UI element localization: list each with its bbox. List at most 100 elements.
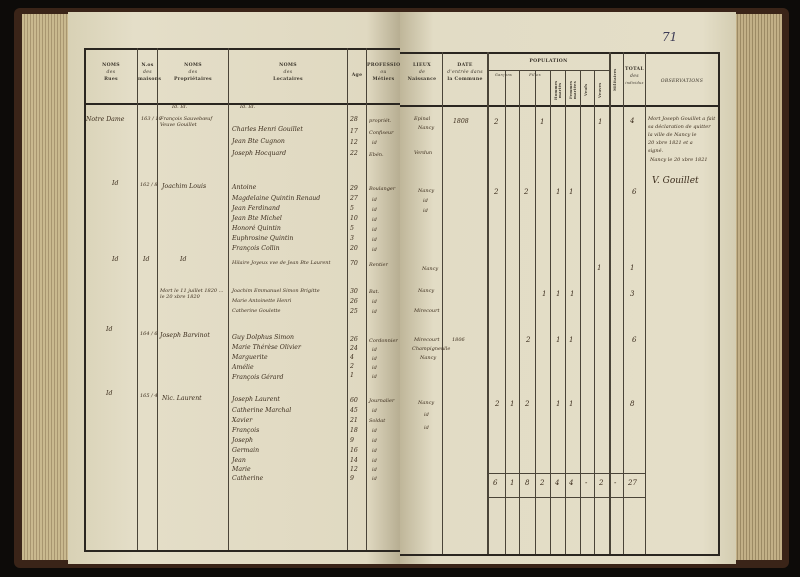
lieu-naissance: id (423, 198, 428, 204)
locataire: Joseph Laurent (232, 396, 280, 403)
profession: id (372, 374, 377, 380)
date-entree: 1806 (452, 337, 465, 343)
age: 26 (350, 336, 358, 343)
locataire: François (232, 427, 260, 434)
proprietaire-note: Mort le 11 juillet 1820 ... le 20 xbre 1… (160, 288, 224, 300)
col-rule (347, 48, 348, 550)
page-number: 71 (662, 30, 678, 44)
pop-value: 1 (556, 290, 561, 298)
total-hommes-maries: 4 (555, 479, 560, 487)
locataire: Joseph Hocquard (232, 150, 287, 157)
locataire: Honoré Quintin (232, 225, 281, 232)
locataire: Catherine Marchal (232, 407, 292, 414)
locataire: Catherine (232, 475, 264, 482)
total-garcons-1: 6 (493, 479, 498, 487)
header-veuves: Veuves (598, 82, 602, 98)
locataire: Marguerite (232, 354, 268, 361)
profession: id (372, 237, 377, 243)
age: 1 (350, 372, 354, 379)
left-header-rule (84, 103, 400, 105)
right-page (400, 12, 736, 564)
age: 26 (350, 298, 358, 305)
total-value: 4 (630, 117, 635, 125)
pop-value: 1 (510, 400, 515, 408)
profession: Rentier (369, 262, 388, 268)
header-filles: Filles (529, 73, 541, 77)
age: 5 (350, 225, 354, 232)
totals-rule (487, 497, 645, 498)
profession: id (372, 309, 377, 315)
locataire: Jean Bte Cugnon (232, 138, 285, 145)
totals-rule (487, 473, 645, 474)
grand-total: 27 (628, 479, 637, 487)
profession: Soldat (369, 418, 386, 424)
header-total: TOTAL des individus (625, 67, 644, 85)
age: 5 (350, 205, 354, 212)
age: 30 (350, 288, 358, 295)
ditto-mark: Id. Id. (172, 104, 188, 110)
profession: id (372, 467, 377, 473)
profession: id (372, 365, 377, 371)
profession: id (372, 438, 377, 444)
locataire: Catherine Goulette (232, 308, 281, 314)
locataire: Hilaire Joyeux vve de Jean Bte Laurent (232, 260, 331, 266)
lieu-naissance: Nancy (418, 400, 435, 406)
rue: Id (106, 390, 113, 397)
header-hommes-maries: Hommes mariés (554, 80, 562, 100)
observation-line: 20 xbre 1821 et a (648, 140, 693, 146)
profession: id (372, 227, 377, 233)
age: 4 (350, 354, 354, 361)
maison-number: 165 / 4 (140, 393, 158, 399)
pop-value: 1 (570, 290, 575, 298)
col-rule (623, 52, 624, 554)
maison-number: 162 / 8 (140, 182, 158, 188)
locataire: Euphrosine Quintin (232, 235, 294, 242)
observation-line: Nancy le 20 xbre 1821 (650, 157, 708, 163)
profession: id (372, 408, 377, 414)
header-militaires: Militaires (613, 68, 617, 92)
locataire: Amélie (232, 364, 254, 371)
profession: Boulanger (369, 186, 396, 192)
observation-line: Mort Joseph Gouillet a fait (648, 116, 716, 122)
age: 25 (350, 308, 358, 315)
col-rule (137, 48, 138, 550)
age: 20 (350, 245, 358, 252)
lieu-naissance: Mirecourt (414, 337, 440, 343)
left-register-table (84, 48, 416, 552)
locataire: Joachim Emmanuel Simon Brigitte (232, 288, 320, 294)
date-entree: 1808 (453, 118, 469, 125)
col-rule (505, 70, 506, 554)
col-rule (519, 70, 520, 554)
rue: Id (112, 256, 119, 263)
profession: Confiseur (369, 130, 394, 136)
total-veuves: 2 (599, 479, 604, 487)
header-proprietaires: NOMS des Propriétaires (174, 63, 212, 82)
header-professions: PROFESSIONSouMétiers (367, 63, 400, 82)
proprietaire: Nic. Laurent (162, 395, 202, 402)
col-rule (609, 52, 611, 554)
age: 29 (350, 185, 358, 192)
total-militaires: - (614, 479, 617, 487)
pop-value: 1 (598, 118, 603, 126)
col-rule (366, 48, 367, 550)
pop-value: 1 (556, 400, 561, 408)
pop-value: 1 (569, 400, 574, 408)
rue: Id (106, 326, 113, 333)
pop-value: 2 (495, 400, 500, 408)
header-garcons: Garçons (494, 73, 513, 77)
age: 12 (350, 139, 358, 146)
locataire: François Gérard (232, 374, 284, 381)
proprietaire: Joseph Barvinot (160, 332, 210, 339)
lieu-naissance: Nancy (422, 266, 439, 272)
signature: V. Gouillet (652, 176, 699, 186)
lieu-naissance: Mirecourt (414, 308, 440, 314)
lieu-naissance: id (423, 208, 428, 214)
maison-number: 164 / 6 (140, 331, 158, 337)
lieu-naissance: Nancy (418, 188, 435, 194)
profession: id (372, 299, 377, 305)
age: 22 (350, 150, 358, 157)
age: 17 (350, 128, 358, 135)
col-rule (550, 70, 551, 554)
col-rule (645, 52, 646, 554)
locataire: Marie Thérèse Olivier (232, 344, 301, 351)
